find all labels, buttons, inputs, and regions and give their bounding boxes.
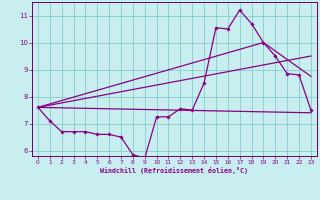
X-axis label: Windchill (Refroidissement éolien,°C): Windchill (Refroidissement éolien,°C) [100,167,248,174]
